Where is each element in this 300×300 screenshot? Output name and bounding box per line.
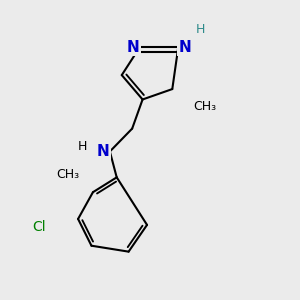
Text: N: N xyxy=(97,144,110,159)
Text: H: H xyxy=(196,22,206,36)
Text: CH₃: CH₃ xyxy=(56,168,79,182)
Text: CH₃: CH₃ xyxy=(193,100,216,113)
Text: N: N xyxy=(178,40,191,55)
Text: Cl: Cl xyxy=(32,220,46,234)
Text: H: H xyxy=(78,140,88,153)
Text: N: N xyxy=(127,40,140,55)
